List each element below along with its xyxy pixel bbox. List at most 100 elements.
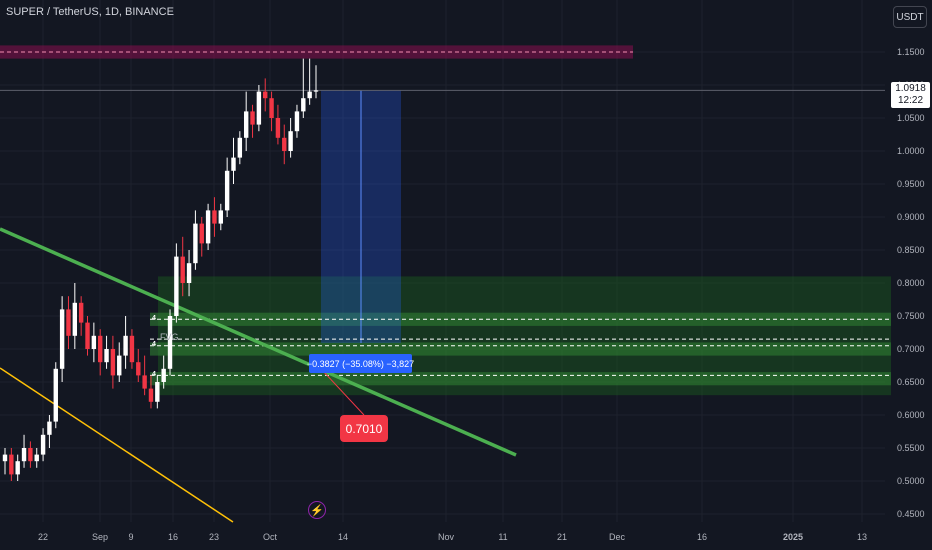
candle-body	[180, 256, 185, 283]
candle-body	[85, 322, 90, 349]
candle-body	[193, 223, 198, 264]
candle-body	[155, 382, 160, 402]
price-tick-label: 0.7500	[897, 311, 925, 321]
symbol-title: SUPER / TetherUS, 1D, BINANCE	[6, 6, 174, 18]
target-connector	[322, 370, 365, 416]
level-marker: 4	[152, 341, 156, 348]
price-tick-label: 0.4500	[897, 509, 925, 519]
candle-body	[78, 302, 84, 323]
price-tick-label: 0.6000	[897, 410, 925, 420]
candle-body	[104, 349, 109, 363]
price-axis: 1.15001.10001.05001.00000.95000.90000.85…	[897, 47, 925, 519]
price-tick-label: 0.9500	[897, 179, 925, 189]
price-tick-label: 0.9000	[897, 212, 925, 222]
candle-body	[117, 355, 122, 376]
candle-body	[148, 388, 154, 402]
measure-label: −0.3827 (−35.08%) −3,827	[307, 354, 414, 373]
time-tick-label: 16	[697, 532, 707, 542]
support-line	[0, 367, 234, 523]
price-tick-label: 0.7000	[897, 344, 925, 354]
candle-body	[2, 454, 8, 462]
candle-body	[224, 170, 230, 211]
candle-body	[174, 256, 179, 316]
drawing-lines	[0, 51, 891, 523]
lightning-icon[interactable]: ⚡	[308, 501, 326, 519]
target-price-label: 0.7010	[340, 415, 388, 442]
candle-body	[9, 454, 14, 475]
price-tick-label: 0.5000	[897, 476, 925, 486]
candle-body	[288, 131, 293, 151]
time-tick-label: Nov	[438, 532, 455, 542]
fvg-label: FVG	[160, 332, 179, 342]
price-tick-label: 1.0000	[897, 146, 925, 156]
candle-body	[256, 91, 262, 125]
candle-body	[243, 111, 249, 138]
candle-body	[237, 137, 243, 158]
time-tick-label: 14	[338, 532, 348, 542]
fvg-band	[150, 372, 891, 386]
currency-button[interactable]: USDT	[893, 6, 927, 28]
bar-countdown: 12:22	[897, 95, 924, 106]
candle-body	[66, 309, 71, 336]
time-tick-label: 9	[128, 532, 133, 542]
candle-body	[15, 461, 20, 475]
candle-body	[136, 362, 141, 376]
price-tick-label: 0.8000	[897, 278, 925, 288]
candle-body	[307, 91, 312, 99]
time-axis: 22 Sep 9 16 23 Oct 14 Nov 11 21 Dec 16 2025 13	[38, 532, 867, 542]
candle-body	[123, 335, 128, 356]
candle-body	[282, 137, 287, 151]
candle-body	[294, 111, 300, 132]
time-tick-label: 13	[857, 532, 867, 542]
candle-body	[313, 90, 319, 92]
candle-body	[205, 210, 211, 244]
time-tick-label: 11	[498, 532, 507, 542]
candle-body	[34, 454, 39, 462]
time-tick-label: 16	[168, 532, 178, 542]
candle-body	[167, 316, 173, 369]
price-tick-label: 0.8500	[897, 245, 925, 255]
time-tick-label: 23	[209, 532, 219, 542]
candle-body	[218, 210, 223, 224]
price-tick-label: 1.1500	[897, 47, 925, 57]
trend-line	[0, 227, 517, 457]
candle-body	[47, 421, 52, 435]
candle-body	[91, 335, 97, 349]
level-marker: 4	[152, 315, 156, 322]
candle-body	[301, 98, 306, 112]
price-tick-label: 0.6500	[897, 377, 925, 387]
candle-body	[142, 375, 147, 389]
candle-body	[269, 98, 274, 118]
candle-body	[28, 448, 33, 462]
candle-body	[199, 223, 204, 244]
candle-body	[21, 448, 27, 462]
candles-layer	[2, 58, 319, 481]
candle-body	[186, 263, 192, 283]
time-tick-label: Dec	[609, 532, 626, 542]
candle-body	[40, 434, 46, 455]
candle-body	[161, 368, 166, 382]
candle-body	[110, 349, 116, 376]
candle-body	[53, 368, 58, 422]
level-marker: 4	[152, 371, 156, 378]
candle-body	[212, 210, 217, 224]
price-tick-label: 1.0500	[897, 113, 925, 123]
candle-body	[250, 111, 255, 125]
time-tick-label: 22	[38, 532, 48, 542]
chart-grid	[0, 0, 885, 522]
last-price: 1.0918	[895, 83, 926, 94]
last-price-tag: 1.0918 12:22	[891, 82, 930, 108]
fvg-band	[150, 312, 891, 326]
time-tick-label: Sep	[92, 532, 108, 542]
candle-body	[275, 118, 281, 138]
candle-body	[72, 302, 78, 336]
candle-body	[98, 335, 103, 363]
candle-body	[59, 309, 65, 369]
time-tick-label: 21	[557, 532, 567, 542]
candle-body	[231, 157, 236, 171]
candle-body	[129, 335, 135, 363]
time-tick-label: Oct	[263, 532, 278, 542]
price-tick-label: 0.5500	[897, 443, 925, 453]
time-tick-label: 2025	[783, 532, 803, 542]
